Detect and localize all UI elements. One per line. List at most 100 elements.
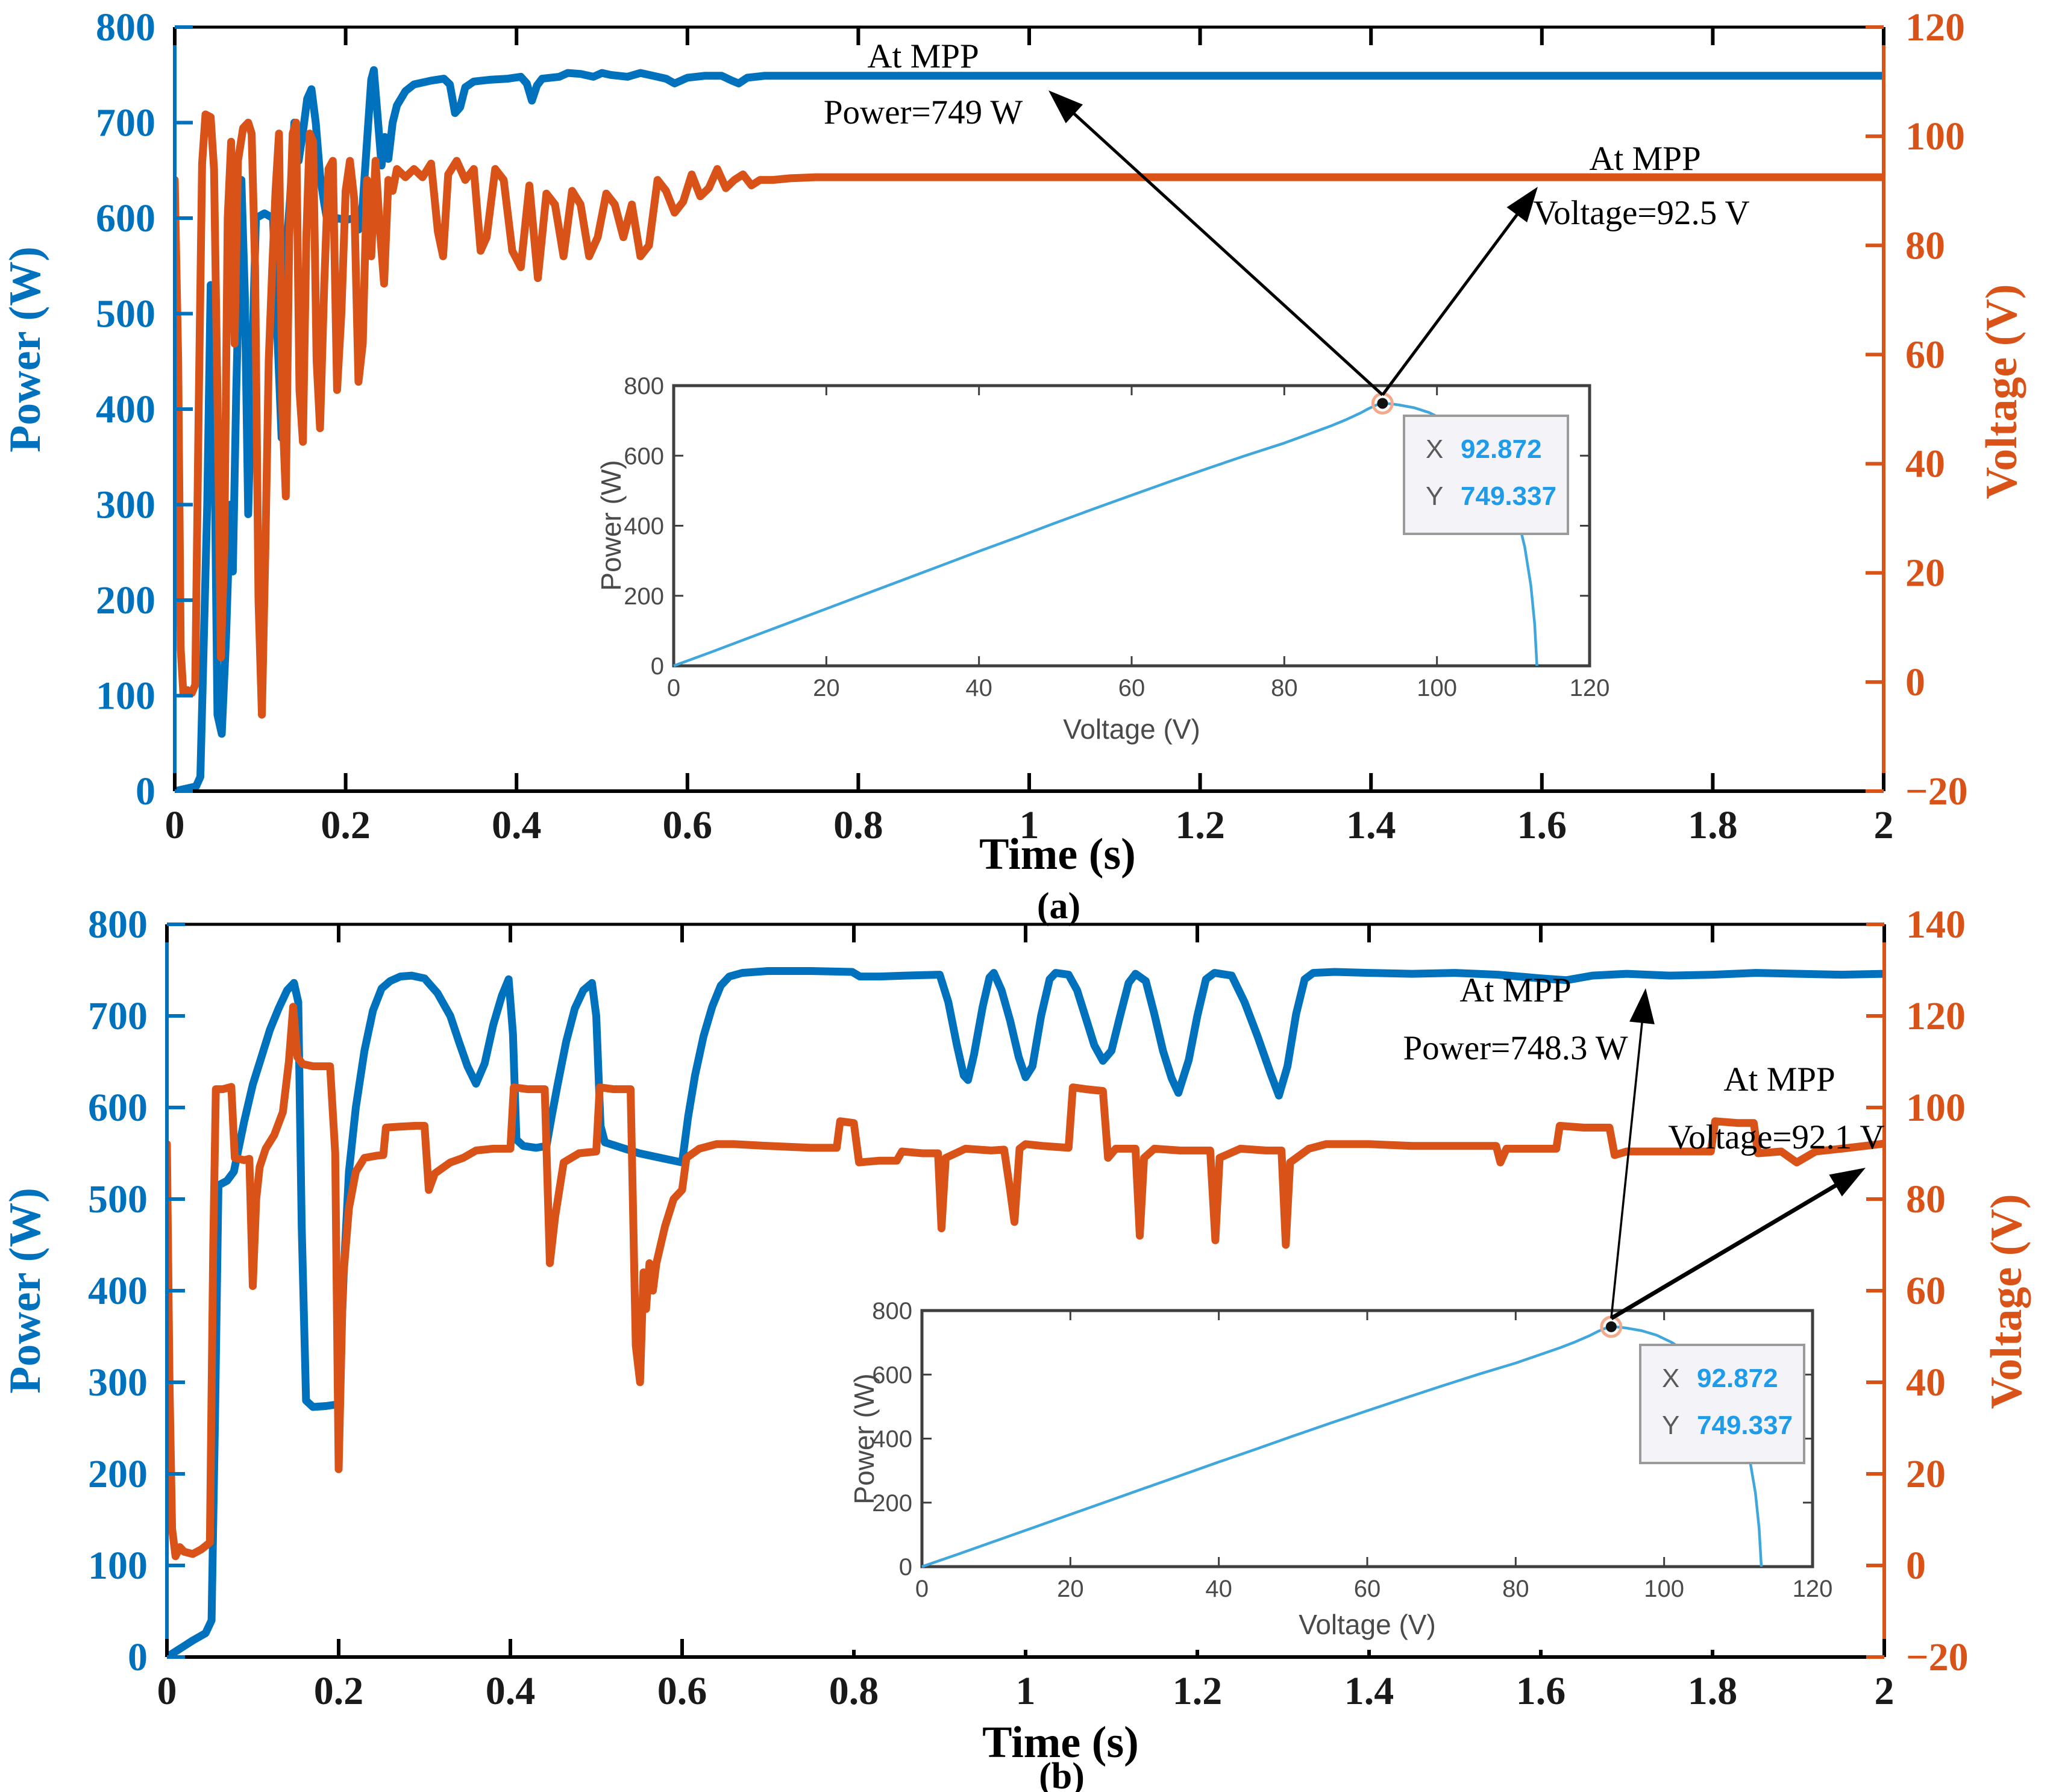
inset-x-tick-label: 100 [1644,1576,1684,1602]
inset-x-tick-label: 80 [1502,1576,1529,1602]
x-tick-label: 1.2 [1175,803,1225,847]
b-annotation-voltage-line1: At MPP [1723,1060,1835,1098]
x-tick-label: 0.6 [663,803,713,847]
left-tick-label: 0 [136,769,155,813]
inset-x-tick-label: 60 [1118,675,1146,701]
inset-y-tick-label: 400 [624,513,664,540]
voltage-series-b [167,1003,1884,1561]
left-tick-label: 200 [96,578,155,622]
labels-layer: Power (W) Voltage (V) Time (s) (a) At MP… [1,37,2031,1792]
x-tick-label: 0.6 [657,1669,707,1713]
inset-y-tick-label: 0 [651,653,664,680]
x-tick-label: 0.4 [492,803,542,847]
annotation-arrow-line [1610,1019,1644,1319]
inset-y-tick-label: 600 [872,1362,912,1388]
mpp-point [1605,1321,1617,1332]
subplot-a: 0 0.2 0.4 0.6 0.8 1 1.2 1.4 1.6 1.8 20100200300400… [96,5,1968,847]
right-tick-label: 40 [1906,1361,1946,1405]
x-tick-label: 2 [1874,803,1894,847]
a-caption: (a) [1037,886,1080,927]
left-tick-label: 100 [96,674,155,718]
b-x-axis-label: Time (s) [982,1718,1139,1767]
left-tick-label: 100 [88,1544,148,1588]
a-datatip-y-value: 749.337 [1461,481,1556,511]
inset-y-tick-label: 800 [624,373,664,399]
right-tick-label: −20 [1905,769,1968,813]
x-tick-label: 1.6 [1516,1669,1566,1713]
left-tick-label: 600 [88,1086,148,1130]
left-tick-label: 300 [96,483,155,527]
left-tick-label: 600 [96,196,155,240]
b-datatip-box [1639,1344,1805,1464]
b-left-axis-label: Power (W) [1,1188,50,1394]
inset-x-tick-label: 40 [965,675,992,701]
a-datatip-box [1403,415,1569,535]
subplot-b: 0 0.2 0.4 0.6 0.8 1 1.2 1.4 1.6 1.8 20100200300400… [88,903,1969,1713]
annotation-arrow-line [1610,1182,1840,1320]
right-tick-label: 0 [1905,660,1925,704]
right-tick-label: 100 [1905,114,1965,158]
b-datatip-x-label: X [1662,1364,1679,1393]
render-layer: 0 0.2 0.4 0.6 0.8 1 1.2 1.4 1.6 1.8 20100200300400… [88,5,1969,1713]
right-tick-label: 120 [1905,5,1965,49]
left-tick-label: 800 [88,903,148,947]
a-annotation-voltage-line2: Voltage=92.5 V [1533,194,1749,232]
b-inset-ylabel: Power (W) [848,1373,880,1504]
mpp-point [1377,398,1388,409]
left-tick-label: 500 [96,292,155,336]
inset-x-tick-label: 120 [1793,1576,1833,1602]
b-datatip-y-value: 749.337 [1697,1411,1793,1440]
annotation-arrow-line [1070,110,1384,396]
right-tick-label: 40 [1905,442,1945,486]
right-tick-label: 0 [1906,1544,1926,1588]
voltage-series-a [175,110,1884,719]
annotation-arrow-head [1829,1168,1866,1197]
left-tick-label: 400 [88,1269,148,1313]
a-datatip-x-label: X [1426,434,1443,464]
a-right-axis-label: Voltage (V) [1977,284,2026,500]
x-tick-label: 1 [1020,803,1039,847]
x-tick-label: 0.8 [829,1669,879,1713]
annotation-arrow-head [1506,187,1538,223]
right-tick-label: 20 [1906,1452,1946,1496]
left-tick-label: 700 [96,101,155,145]
x-tick-label: 0 [165,803,185,847]
left-tick-label: 200 [88,1452,148,1496]
x-tick-label: 2 [1875,1669,1895,1713]
right-tick-label: 20 [1905,551,1945,595]
b-annotation-power-line1: At MPP [1459,971,1571,1009]
inset-x-tick-label: 20 [1057,1576,1084,1602]
a-x-axis-label: Time (s) [979,830,1136,879]
a-annotation-power-line1: At MPP [867,37,979,75]
right-tick-label: 60 [1905,333,1945,377]
inset-y-tick-label: 0 [899,1554,912,1581]
left-tick-label: 700 [88,994,148,1038]
inset-y-tick-label: 800 [872,1298,912,1324]
right-tick-label: 140 [1906,903,1966,947]
a-annotation-power-line2: Power=749 W [824,93,1023,131]
inset-y-tick-label: 200 [624,583,664,610]
left-tick-label: 400 [96,387,155,431]
right-tick-label: 60 [1906,1269,1946,1313]
b-datatip-x-value: 92.872 [1697,1364,1778,1393]
a-left-axis-label: Power (W) [1,246,50,453]
right-tick-label: 120 [1906,994,1966,1038]
annotation-arrow-head [1048,90,1083,124]
b-caption: (b) [1039,1756,1085,1792]
b-right-axis-label: Voltage (V) [1982,1194,2031,1409]
left-tick-label: 800 [96,5,155,49]
x-tick-label: 1.2 [1173,1669,1223,1713]
x-tick-label: 1.4 [1344,1669,1394,1713]
inset-x-tick-label: 0 [915,1576,929,1602]
x-tick-label: 1.8 [1688,803,1738,847]
x-tick-label: 0.8 [833,803,883,847]
a-inset-xlabel: Voltage (V) [1063,713,1200,745]
inset-x-tick-label: 100 [1417,675,1457,701]
a-inset-ylabel: Power (W) [595,460,627,591]
left-tick-label: 300 [88,1361,148,1405]
x-tick-label: 1 [1016,1669,1036,1713]
inset-x-tick-label: 60 [1354,1576,1381,1602]
inset-y-tick-label: 200 [872,1490,912,1517]
